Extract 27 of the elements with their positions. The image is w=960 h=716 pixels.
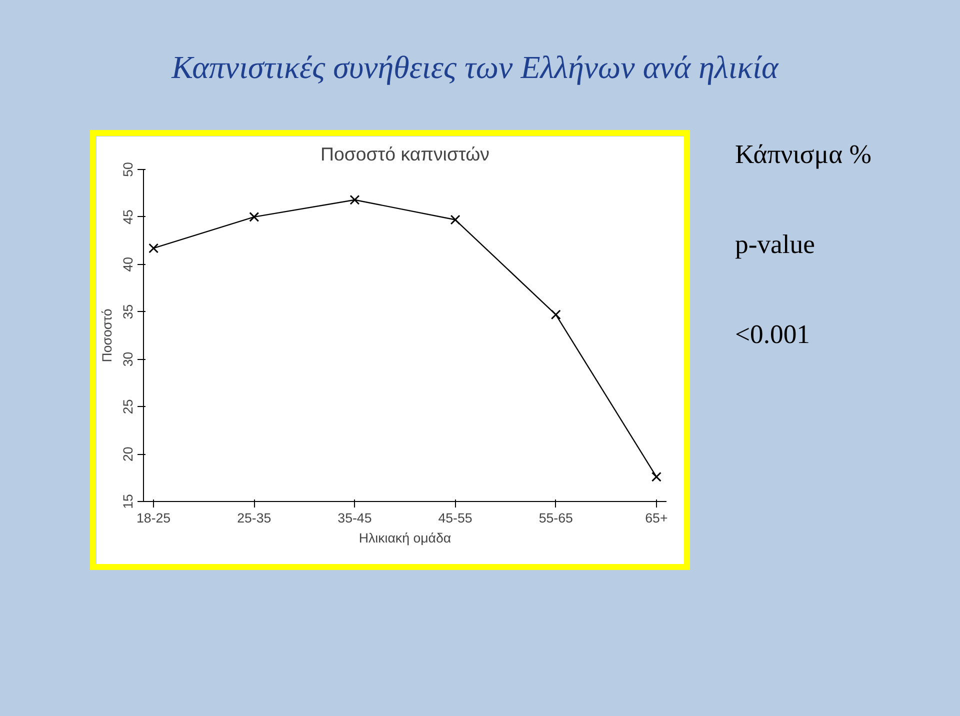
y-tick-label: 50 [120,162,136,177]
point [249,212,260,222]
chart-subtitle: Ποσοστό καπνιστών [320,144,490,164]
y-tick-label: 20 [120,446,136,462]
point [651,472,662,482]
y-tick-label: 45 [120,210,136,224]
text: p-value [735,228,815,261]
x-tick-label: 35-45 [338,510,372,526]
point [550,310,561,320]
point [148,243,159,254]
text: <0.001 [735,318,810,351]
point [350,194,360,205]
x-tick-label: 18-25 [136,510,171,526]
x-tick-label: 65+ [645,510,668,526]
x-axis-title: Ηλικιακή ομάδα [358,530,452,546]
x-tick-label: 25-35 [237,510,272,526]
chart-title: Καπνιστικές συνήθειες των Ελλήνων ανά ηλικία [172,48,778,87]
y-tick-label: 30 [120,352,136,367]
y-tick-label: 40 [120,256,136,272]
x-tick-label: 55-65 [538,510,573,526]
y-tick-label: 15 [120,494,136,509]
y-axis-title: Ποσοστό [100,308,114,362]
text: Κάπνισμα % [735,138,872,171]
point [450,214,460,225]
y-tick-label: 35 [120,304,136,320]
x-tick-label: 45-55 [438,510,472,526]
y-tick-label: 25 [120,399,136,414]
